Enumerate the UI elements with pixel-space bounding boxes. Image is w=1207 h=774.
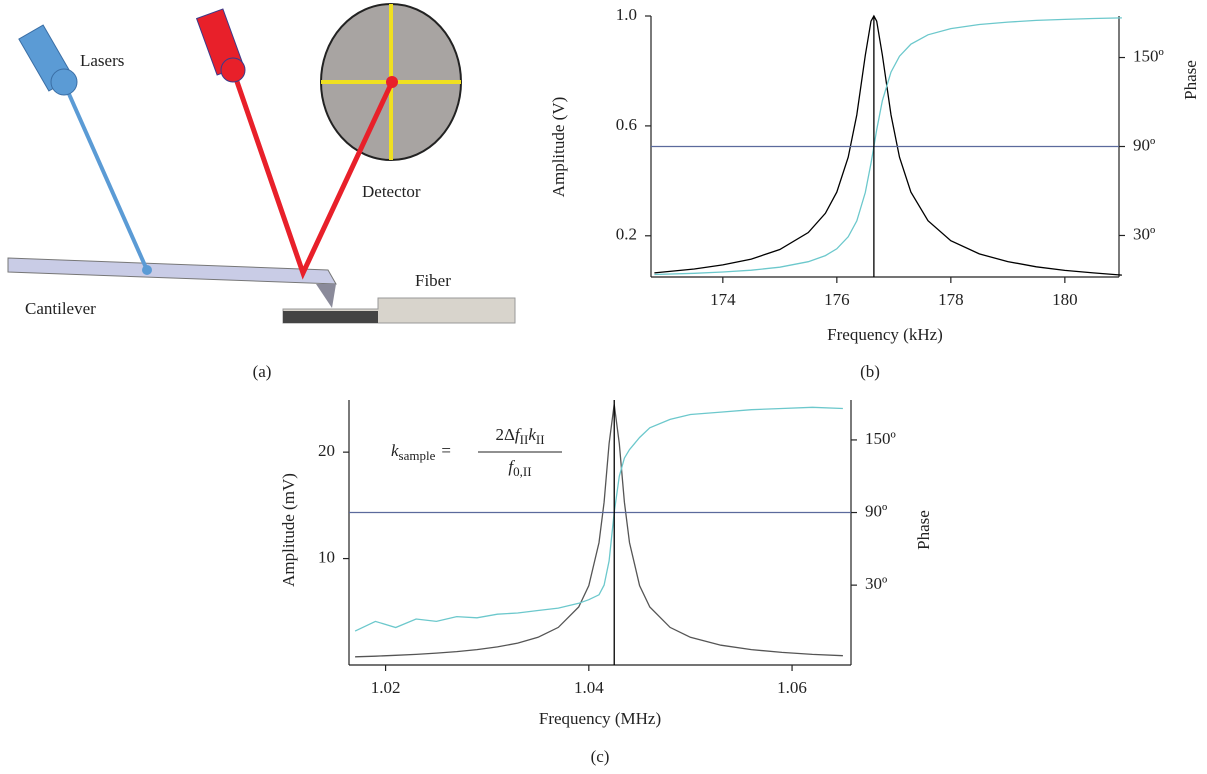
x-tick-label: 176 [824, 290, 850, 309]
series-line [654, 17, 1122, 276]
formula: ksample = 2ΔfIIkII f0,II [391, 425, 562, 479]
x-tick-label: 178 [938, 290, 964, 309]
x-tick-label: 1.02 [371, 678, 401, 697]
symbol: k [528, 425, 536, 444]
blue-beam [63, 84, 149, 271]
x-axis-title: Frequency (MHz) [539, 709, 661, 728]
x-tick-label: 180 [1052, 290, 1078, 309]
y-tick-label: 10 [318, 547, 335, 566]
y-tick-label: 1.0 [616, 5, 637, 24]
y2-tick-label: 90º [1133, 135, 1155, 154]
y2-axis-title: Phase [914, 510, 933, 550]
formula-numerator: 2ΔfIIkII [495, 425, 544, 447]
blue-spot [142, 265, 152, 275]
series-line [354, 406, 843, 632]
subscript: 0,II [513, 464, 531, 479]
tip [316, 284, 336, 308]
y-tick-label: 0.6 [616, 115, 637, 134]
x-tick-label: 174 [710, 290, 736, 309]
symbol: f [508, 457, 515, 476]
symbol: 2Δ [495, 425, 515, 444]
subscript: II [520, 432, 529, 447]
diagram: Lasers Detector Cantilever Fiber (a) [7, 3, 516, 381]
caption: (c) [591, 747, 610, 766]
y2-tick-label: 150º [865, 429, 896, 448]
red-beam [230, 69, 395, 280]
symbol: k [391, 441, 399, 460]
red-spot [386, 76, 398, 88]
y2-tick-label: 30º [865, 574, 887, 593]
formula-lhs: ksample = [391, 441, 451, 463]
cantilever-shape [7, 257, 337, 285]
series-line [355, 404, 843, 658]
y-axis-title: Amplitude (mV) [279, 473, 298, 587]
x-axis-title: Frequency (kHz) [827, 325, 943, 344]
red-laser-end [220, 57, 246, 83]
y2-tick-label: 30º [1133, 224, 1155, 243]
label: Detector [362, 182, 421, 201]
label: Lasers [80, 51, 124, 70]
formula-denominator: f0,II [508, 457, 531, 479]
x-tick-label: 1.06 [777, 678, 807, 697]
y-tick-label: 0.2 [616, 225, 637, 244]
series-line [654, 14, 1122, 276]
y2-axis-title: Phase [1181, 60, 1200, 100]
y2-tick-label: 150º [1133, 46, 1164, 65]
label: Fiber [415, 271, 451, 290]
y-tick-label: 20 [318, 441, 335, 460]
caption: (b) [860, 362, 880, 381]
caption: (a) [253, 362, 272, 381]
label: Cantilever [25, 299, 96, 318]
equals: = [441, 441, 451, 460]
subscript: II [536, 432, 545, 447]
fiber-core [283, 311, 378, 323]
x-tick-label: 1.04 [574, 678, 604, 697]
y2-tick-label: 90º [865, 501, 887, 520]
symbol: f [515, 425, 522, 444]
subscript: sample [399, 448, 436, 463]
y-axis-title: Amplitude (V) [549, 97, 568, 198]
blue-laser-end [50, 68, 78, 96]
